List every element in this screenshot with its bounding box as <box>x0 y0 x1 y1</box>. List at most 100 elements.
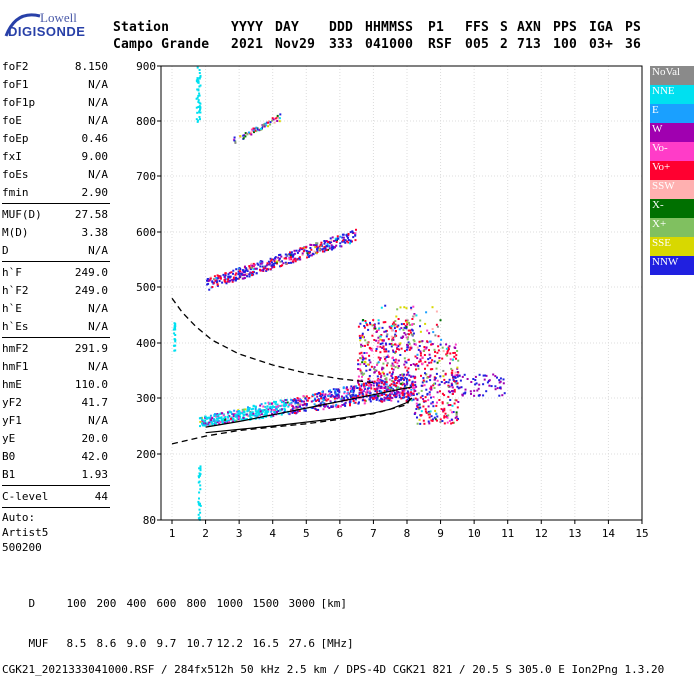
echo-point <box>239 415 242 418</box>
param-value: N/A <box>88 302 108 315</box>
param-row-clevel: C-level 44 <box>2 488 110 506</box>
echo-point <box>199 504 202 507</box>
echo-point <box>434 418 437 421</box>
echo-point <box>423 348 426 351</box>
echo-point <box>428 422 431 425</box>
echo-point <box>411 318 414 320</box>
echo-point <box>340 405 342 408</box>
echo-point <box>370 347 373 350</box>
echo-point <box>408 379 411 382</box>
echo-point <box>412 323 415 325</box>
echo-point <box>330 405 333 408</box>
echo-point <box>246 410 249 413</box>
echo-point <box>244 273 247 276</box>
echo-point <box>249 416 252 419</box>
echo-point <box>353 398 356 401</box>
echo-point <box>390 364 393 367</box>
echo-point <box>387 394 390 397</box>
echo-point <box>331 245 334 248</box>
footer-muf-value: 9.0 <box>126 637 147 650</box>
echo-point <box>401 394 404 397</box>
echo-point <box>279 399 282 402</box>
echo-point <box>292 406 295 409</box>
echo-point <box>454 376 457 379</box>
echo-point <box>413 343 416 346</box>
x-tick-label: 15 <box>635 527 648 540</box>
echo-point <box>369 321 371 324</box>
echo-point <box>250 133 253 136</box>
echo-point <box>245 418 247 421</box>
param-name: h`E <box>2 302 22 315</box>
echo-point <box>290 403 293 406</box>
echo-point <box>271 119 274 122</box>
echo-point <box>264 405 267 408</box>
echo-point <box>353 385 356 388</box>
echo-point <box>412 387 415 390</box>
echo-point <box>266 405 269 408</box>
echo-point <box>397 345 400 348</box>
echo-point <box>440 338 443 341</box>
echo-point <box>222 418 225 421</box>
echo-point <box>307 255 310 258</box>
echo-point <box>379 338 382 341</box>
echo-point <box>254 129 256 132</box>
echo-point <box>265 269 268 272</box>
echo-point <box>273 260 276 263</box>
echo-point <box>401 381 404 384</box>
echo-point <box>298 250 301 252</box>
echo-point <box>469 390 472 393</box>
echo-point <box>260 413 263 416</box>
echo-point <box>216 421 219 423</box>
echo-point <box>397 375 400 378</box>
footer-distance-row: D 100 200 400 600 800 1000 1500 3000 [km] <box>2 583 664 610</box>
echo-point <box>391 388 394 391</box>
echo-point <box>375 369 378 372</box>
echo-point <box>224 274 227 277</box>
echo-point <box>404 350 406 353</box>
header-value-yyyy: 2021 <box>231 37 264 52</box>
echo-point <box>391 377 394 379</box>
echo-point <box>453 390 456 393</box>
echo-point <box>251 411 254 414</box>
echo-point <box>474 379 477 381</box>
echo-point <box>227 273 230 276</box>
echo-point <box>279 405 282 407</box>
echo-point <box>424 410 427 413</box>
param-name: M(D) <box>2 226 29 239</box>
echo-point <box>242 134 245 137</box>
echo-point <box>251 264 254 267</box>
echo-point <box>369 368 372 371</box>
echo-point <box>368 375 371 377</box>
trace-line-4 <box>205 386 413 428</box>
echo-point <box>455 380 458 382</box>
echo-point <box>368 382 371 385</box>
echo-point <box>262 416 265 419</box>
echo-point <box>420 410 423 413</box>
echo-point <box>473 394 476 397</box>
echo-point <box>337 237 340 240</box>
echo-point <box>285 262 288 265</box>
echo-point <box>452 378 455 381</box>
echo-point <box>405 373 408 376</box>
echo-point <box>244 269 247 272</box>
echo-point <box>174 334 177 336</box>
trace-line-3 <box>205 397 413 434</box>
echo-point <box>361 354 364 357</box>
echo-point <box>333 395 336 398</box>
echo-point <box>361 373 364 376</box>
echo-point <box>216 283 219 286</box>
echo-point <box>359 339 362 342</box>
echo-point <box>327 244 330 247</box>
echo-point <box>376 375 379 378</box>
echo-point <box>373 380 376 383</box>
echo-point <box>437 345 440 348</box>
echo-point <box>291 260 294 263</box>
echo-point <box>173 322 176 325</box>
echo-point <box>386 362 389 365</box>
echo-point <box>396 347 399 350</box>
echo-point <box>345 234 348 237</box>
echo-point <box>367 384 370 387</box>
echo-point <box>357 394 360 397</box>
echo-point <box>292 410 295 413</box>
echo-point <box>195 97 198 100</box>
